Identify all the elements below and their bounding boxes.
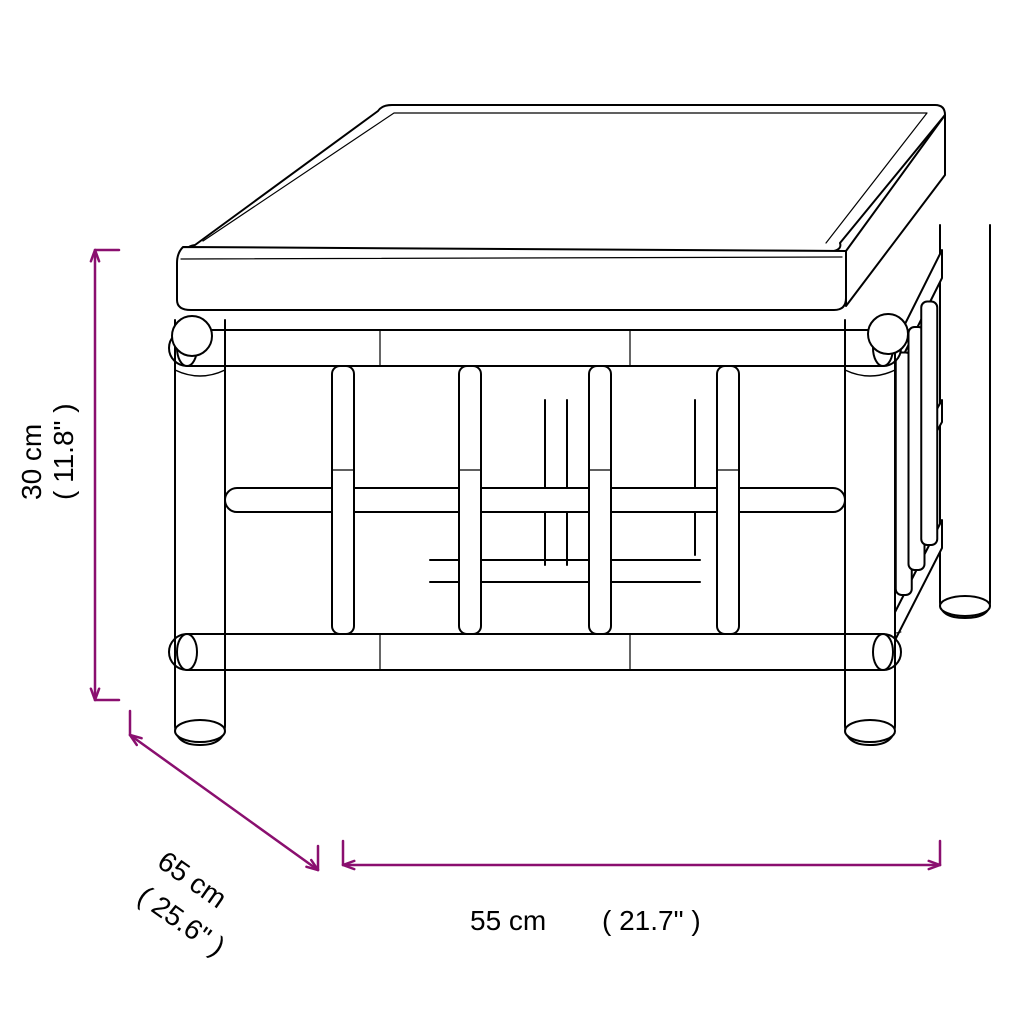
height-imperial-label: ( 11.8" ): [48, 403, 80, 500]
width-imperial-label: ( 21.7" ): [602, 905, 701, 937]
width-metric-label: 55 cm: [470, 905, 546, 937]
height-metric-label: 30 cm: [16, 424, 48, 500]
